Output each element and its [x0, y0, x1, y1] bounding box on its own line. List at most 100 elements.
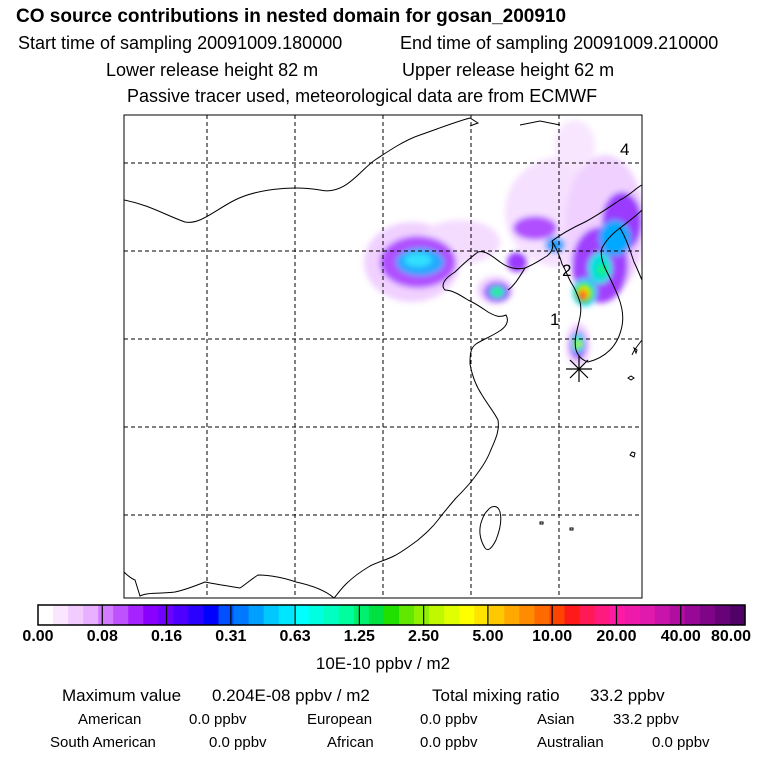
max-value-label: Maximum value [62, 686, 182, 705]
colorbar-tick-label: 0.31 [215, 628, 247, 645]
asterisk-marker [566, 356, 592, 382]
region-african-value: 0.0 ppbv [420, 734, 478, 751]
map-label-1: 1 [550, 310, 559, 329]
colorbar-cell [188, 605, 205, 625]
colorbar-cell [549, 605, 566, 625]
map-label-2: 2 [562, 261, 571, 280]
colorbar-cell [474, 605, 490, 625]
colorbar-cell [83, 605, 99, 625]
colorbar-cell [278, 605, 295, 625]
colorbar-cell [68, 605, 84, 625]
colorbar-cell [654, 605, 671, 625]
total-mixing-value: 33.2 ppbv [590, 686, 665, 705]
korea-west-coast [551, 240, 589, 363]
colorbar-cell [399, 605, 415, 625]
colorbar-cell [579, 605, 596, 625]
map-label-4: 4 [620, 140, 629, 159]
island-small-1 [627, 375, 635, 381]
colorbar [37, 604, 746, 626]
south-china-coast [124, 571, 335, 598]
upper-release-label: Upper release height 62 m [402, 60, 615, 80]
colorbar-cell [519, 605, 535, 625]
plume-east-core [599, 220, 631, 256]
japan-coast [631, 339, 642, 356]
shandong-coast [467, 299, 508, 365]
china-russia-border [519, 120, 561, 126]
island-small-4 [569, 527, 574, 531]
colorbar-cell [459, 605, 475, 625]
map-border [123, 114, 643, 599]
china-korea-border [551, 184, 642, 242]
colorbar-cell [248, 605, 265, 625]
colorbar-cell [38, 605, 54, 625]
start-time-label: Start time of sampling 20091009.180000 [18, 33, 343, 53]
lat-lon-grid [124, 115, 642, 598]
colorbar-unit: 10E-10 ppbv / m2 [315, 654, 451, 673]
plume-seoul-peak [579, 293, 585, 299]
region-european-value: 0.0 ppbv [420, 711, 478, 728]
region-south-american-value: 0.0 ppbv [209, 734, 267, 751]
colorbar-cell [729, 605, 746, 625]
colorbar-cell [203, 605, 220, 625]
max-value: 0.204E-08 ppbv / m2 [212, 686, 370, 705]
korea-east-coast [587, 209, 642, 363]
region-american-name: American [78, 711, 142, 728]
plot-title: CO source contributions in nested domain… [16, 6, 567, 27]
colorbar-cell [699, 605, 716, 625]
plume-korea-northwest [545, 237, 565, 253]
colorbar-cell [308, 605, 325, 625]
region-australian-value: 0.0 ppbv [652, 734, 710, 751]
colorbar-cell [429, 605, 445, 625]
colorbar-cell [534, 605, 551, 625]
colorbar-cell [624, 605, 641, 625]
colorbar-cell [293, 605, 310, 625]
colorbar-cell [53, 605, 69, 625]
region-asian-name: Asian [537, 711, 575, 728]
colorbar-cell [173, 605, 190, 625]
colorbar-cell [489, 605, 505, 625]
colorbar-cell [639, 605, 656, 625]
colorbar-tick-label: 0.00 [22, 628, 54, 645]
end-time-label: End time of sampling 20091009.210000 [400, 33, 719, 53]
colorbar-tick-label: 5.00 [472, 628, 504, 645]
island-small-2 [629, 451, 636, 458]
plume-northeast-edge [555, 120, 595, 170]
china-mongolia-border [124, 117, 480, 223]
region-australian-name: Australian [537, 734, 604, 751]
colorbar-tick-label: 20.00 [596, 628, 637, 645]
colorbar-tick-label: 40.00 [660, 628, 701, 645]
colorbar-cell [338, 605, 355, 625]
colorbar-cell [143, 605, 159, 625]
bohai-liaodong-coast [442, 240, 554, 301]
colorbar-dividers [101, 605, 682, 625]
colorbar-tick-label: 10.00 [532, 628, 573, 645]
colorbar-cell [504, 605, 520, 625]
plume-korea-north [513, 216, 557, 240]
colorbar-cell [594, 605, 611, 625]
colorbar-cell [383, 605, 400, 625]
tracer-note: Passive tracer used, meteorological data… [127, 86, 598, 106]
taiwan-island [479, 506, 502, 551]
colorbar-cell [233, 605, 250, 625]
colorbar-cell [564, 605, 581, 625]
colorbar-cell [609, 605, 626, 625]
colorbar-cell [669, 605, 686, 625]
colorbar-cell [323, 605, 340, 625]
colorbar-cell [113, 605, 129, 625]
island-small-5 [632, 346, 638, 355]
colorbar-cells [38, 605, 746, 625]
region-asian-value: 33.2 ppbv [613, 711, 679, 728]
plume-bohai-west [507, 252, 527, 272]
east-china-coast [333, 363, 499, 598]
lower-release-label: Lower release height 82 m [106, 60, 319, 80]
korea-north-coast [619, 227, 642, 281]
concentration-field [364, 120, 642, 367]
colorbar-tick-label: 0.63 [279, 628, 311, 645]
colorbar-tick-label: 0.16 [150, 628, 183, 645]
plume-south-peak [575, 339, 581, 349]
region-european-name: European [307, 711, 373, 728]
colorbar-cell [353, 605, 370, 625]
colorbar-outline [37, 604, 746, 626]
colorbar-cell [414, 605, 430, 625]
